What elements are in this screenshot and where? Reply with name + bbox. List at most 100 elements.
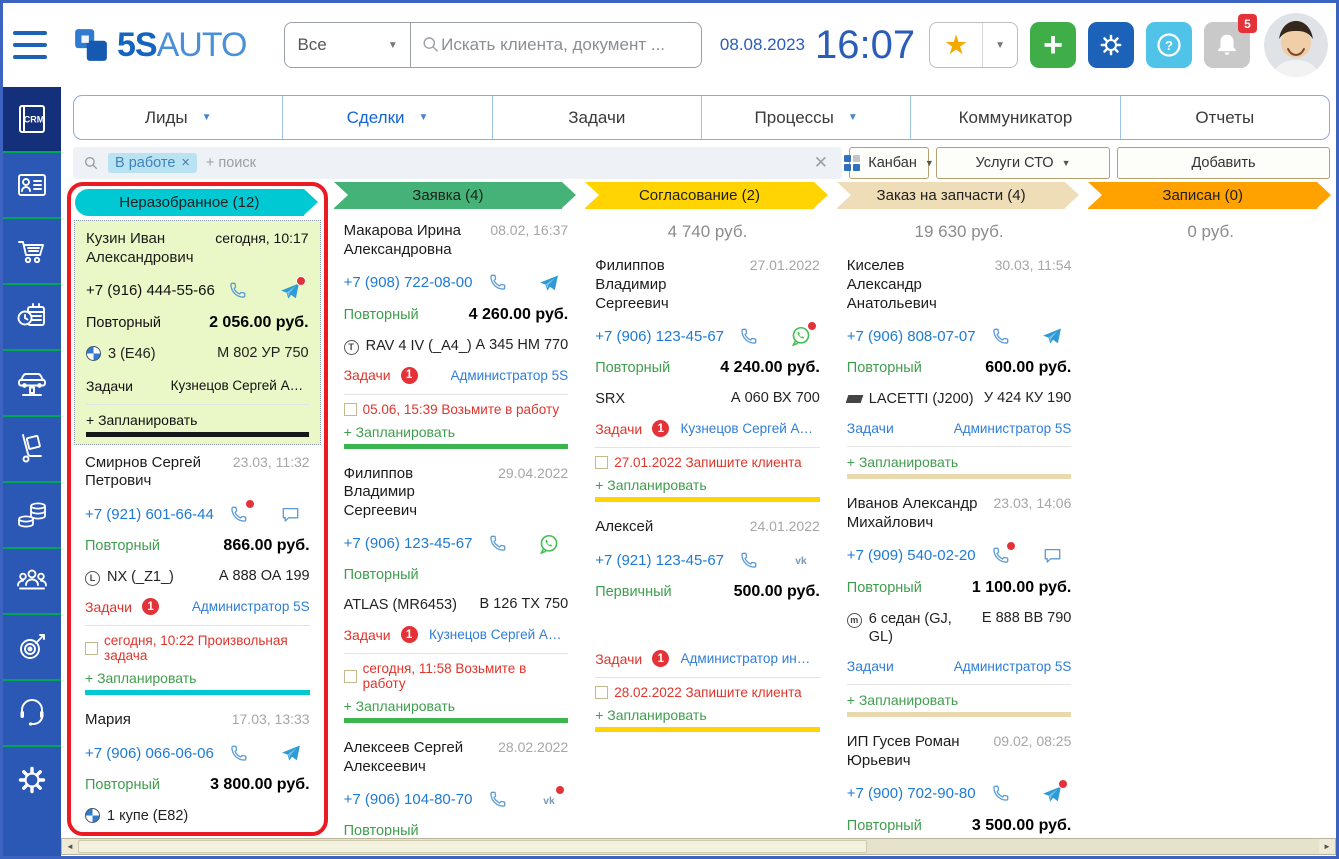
client-phone[interactable]: +7 (909) 540-02-20 [846, 547, 976, 565]
phone-icon[interactable] [228, 742, 250, 764]
phone-icon[interactable] [738, 325, 760, 347]
sidebar-item-crm[interactable]: CRM [3, 87, 61, 153]
telegram-icon[interactable] [280, 742, 302, 764]
add-filter-hint[interactable]: + поиск [205, 155, 256, 171]
deal-card[interactable]: Мария 17.03, 13:33 +7 (906) 066-06-06 Повто… [74, 702, 321, 832]
phone-icon[interactable] [989, 783, 1011, 805]
task-checkbox[interactable] [343, 402, 357, 416]
task-checkbox[interactable] [343, 669, 357, 683]
tasks-link[interactable]: Задачи [86, 377, 134, 394]
schedule-link[interactable]: + Запланировать [595, 707, 707, 724]
vk-icon[interactable]: vk [538, 784, 566, 811]
deal-card[interactable]: Алексей 24.01.2022 +7 (921) 123-45-67 vk Пер… [584, 509, 831, 740]
telegram-icon[interactable] [279, 275, 306, 302]
clear-filter-icon[interactable]: ✕ [813, 153, 828, 172]
search-scope-dropdown[interactable]: Все ▼ [285, 23, 411, 67]
task-checkbox[interactable] [595, 456, 609, 470]
scrollbar-thumb[interactable] [78, 840, 868, 853]
scroll-left-icon[interactable]: ◄ [62, 839, 78, 854]
search-input[interactable] [441, 35, 691, 55]
client-phone[interactable]: +7 (906) 123-45-67 [595, 327, 725, 345]
board-search[interactable]: В работе × + поиск ✕ [73, 147, 842, 179]
schedule-link[interactable]: + Запланировать [343, 698, 456, 714]
client-phone[interactable]: +7 (916) 444-55-66 [86, 282, 215, 299]
tasks-link[interactable]: Задачи [595, 650, 643, 667]
tasks-link[interactable]: Задачи [343, 367, 391, 384]
tasks-link[interactable]: Задачи [85, 598, 133, 615]
deal-card[interactable]: Иванов Александр Михайлович 23.03, 14:06 +… [835, 486, 1083, 725]
client-phone[interactable]: +7 (906) 104-80-70 [343, 791, 473, 808]
phone-icon[interactable] [989, 325, 1011, 347]
assignee-link[interactable]: Администратор 5S [953, 658, 1072, 674]
deal-card[interactable]: Алексеев Сергей Алексеевич 28.02.2022 +7 (… [332, 730, 580, 836]
client-phone[interactable]: +7 (921) 123-45-67 [595, 551, 725, 569]
hamburger-menu-icon[interactable] [9, 28, 51, 62]
settings-button[interactable] [1088, 22, 1134, 68]
favorites-button[interactable]: ★ [930, 23, 984, 67]
chat-icon[interactable] [1041, 545, 1063, 567]
notifications-button[interactable]: 5 [1204, 14, 1257, 68]
tab-leads[interactable]: Лиды ▼ [74, 96, 284, 139]
column-header[interactable]: Записан (0) [1088, 182, 1331, 209]
search-box[interactable] [411, 23, 701, 67]
tab-tasks[interactable]: Задачи [493, 96, 702, 139]
phone-icon[interactable] [227, 280, 249, 302]
whatsapp-icon[interactable] [790, 321, 817, 347]
assignee-link[interactable]: Администратор информационн… [680, 651, 820, 667]
assignee-link[interactable]: Кузнецов Сергей Александров… [680, 421, 820, 437]
sidebar-item-car-service[interactable] [3, 351, 61, 417]
task-checkbox[interactable] [595, 686, 609, 700]
schedule-link[interactable]: + Запланировать [343, 423, 456, 440]
tasks-link[interactable]: Задачи [343, 626, 391, 643]
phone-icon[interactable] [228, 499, 255, 525]
favorites-dropdown[interactable]: ▼ [983, 23, 1017, 67]
vk-icon[interactable]: vk [790, 549, 812, 571]
assignee-link[interactable]: Кузнецов Сергей Александров… [170, 378, 309, 394]
sidebar-item-warehouse[interactable] [3, 417, 61, 483]
tasks-link[interactable]: Задачи [846, 420, 894, 437]
tasks-link[interactable]: Задачи [846, 658, 894, 675]
tab-deals[interactable]: Сделки ▼ [283, 96, 493, 139]
schedule-link[interactable]: + Запланировать [595, 477, 707, 494]
schedule-link[interactable]: + Запланировать [846, 454, 959, 471]
deal-card[interactable]: ИП Гусев Роман Юрьевич 09.02, 08:25 +7 (90… [835, 724, 1083, 836]
deal-card[interactable]: Филиппов Владимир Сергеевич 27.01.2022 +7 … [584, 248, 831, 510]
task-checkbox[interactable] [85, 641, 98, 655]
user-avatar[interactable] [1264, 13, 1328, 77]
sidebar-item-finances[interactable] [3, 483, 61, 549]
tab-reports[interactable]: Отчеты [1195, 107, 1255, 127]
whatsapp-icon[interactable] [538, 533, 560, 555]
assignee-link[interactable]: Администратор 5S [953, 420, 1072, 436]
telegram-icon[interactable] [538, 272, 560, 294]
phone-icon[interactable] [738, 549, 760, 571]
sidebar-item-clients[interactable] [3, 549, 61, 615]
filter-chip-in-progress[interactable]: В работе × [108, 153, 197, 173]
client-phone[interactable]: +7 (906) 808-07-07 [846, 327, 976, 345]
deal-card[interactable]: Смирнов Сергей Петрович 23.03, 11:32 +7 (9… [74, 444, 321, 703]
add-deal-button[interactable]: Добавить [1117, 147, 1330, 179]
schedule-link[interactable]: + Запланировать [846, 692, 959, 709]
assignee-link[interactable]: Администратор 5S [450, 367, 569, 383]
scroll-right-icon[interactable]: ► [1319, 839, 1335, 854]
client-phone[interactable]: +7 (921) 601-66-44 [85, 505, 214, 523]
phone-icon[interactable] [486, 789, 508, 811]
sidebar-item-support[interactable] [3, 681, 61, 747]
sidebar-item-planner[interactable] [3, 285, 61, 351]
column-header[interactable]: Согласование (2) [585, 182, 828, 209]
client-phone[interactable]: +7 (900) 702-90-80 [846, 785, 976, 803]
sidebar-item-contacts[interactable] [3, 153, 61, 219]
phone-icon[interactable] [486, 272, 508, 294]
assignee-link[interactable]: Администратор 5S [191, 599, 310, 615]
telegram-icon[interactable] [1041, 778, 1069, 805]
help-button[interactable]: ? [1146, 22, 1192, 68]
deal-card[interactable]: Киселев Александр Анатольевич 30.03, 11:5… [835, 248, 1083, 487]
telegram-icon[interactable] [1041, 325, 1063, 347]
tab-processes[interactable]: Процессы ▼ [702, 96, 912, 139]
tab-communicator[interactable]: Коммуникатор [911, 96, 1121, 139]
deal-card[interactable]: Филиппов Владимир Сергеевич 29.04.2022 +7 … [332, 455, 580, 730]
column-header[interactable]: Неразобранное (12) [75, 189, 318, 216]
tasks-link[interactable]: Задачи [595, 420, 643, 437]
chat-icon[interactable] [280, 503, 302, 525]
client-phone[interactable]: +7 (906) 066-06-06 [85, 744, 214, 762]
phone-icon[interactable] [989, 540, 1017, 567]
